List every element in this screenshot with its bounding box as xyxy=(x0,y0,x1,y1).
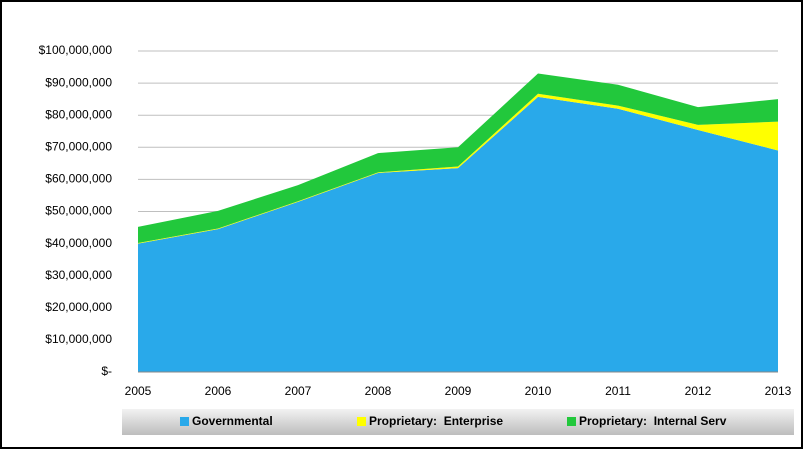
x-tick-label: 2005 xyxy=(125,384,152,398)
y-tick-label: $40,000,000 xyxy=(45,236,112,250)
y-tick-label: $60,000,000 xyxy=(45,172,112,186)
legend-swatch xyxy=(567,417,576,426)
y-tick-label: $70,000,000 xyxy=(45,139,112,153)
x-tick-label: 2012 xyxy=(685,384,712,398)
area xyxy=(138,96,778,372)
x-tick-label: 2009 xyxy=(445,384,472,398)
x-tick-label: 2010 xyxy=(525,384,552,398)
y-tick-label: $80,000,000 xyxy=(45,107,112,121)
y-tick-label: $20,000,000 xyxy=(45,300,112,314)
x-tick-label: 2007 xyxy=(285,384,312,398)
y-tick-label: $30,000,000 xyxy=(45,268,112,282)
y-tick-label: $- xyxy=(101,364,112,378)
y-tick-label: $100,000,000 xyxy=(39,43,113,57)
x-tick-label: 2011 xyxy=(605,384,631,398)
legend-label: Governmental xyxy=(192,414,273,428)
legend-swatch xyxy=(180,417,189,426)
y-tick-label: $50,000,000 xyxy=(45,204,112,218)
legend-swatch xyxy=(357,417,366,426)
area xyxy=(138,73,778,243)
legend-label: Proprietary: Internal Serv xyxy=(579,414,727,428)
y-tick-label: $90,000,000 xyxy=(45,75,112,89)
y-tick-label: $10,000,000 xyxy=(45,332,112,346)
x-tick-label: 2013 xyxy=(765,384,792,398)
legend-bar xyxy=(122,409,794,435)
x-tick-label: 2008 xyxy=(365,384,392,398)
x-tick-label: 2006 xyxy=(205,384,232,398)
legend-label: Proprietary: Enterprise xyxy=(369,414,503,428)
